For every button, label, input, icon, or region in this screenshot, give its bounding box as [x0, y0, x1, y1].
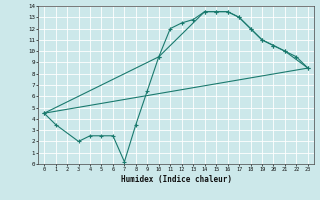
X-axis label: Humidex (Indice chaleur): Humidex (Indice chaleur): [121, 175, 231, 184]
